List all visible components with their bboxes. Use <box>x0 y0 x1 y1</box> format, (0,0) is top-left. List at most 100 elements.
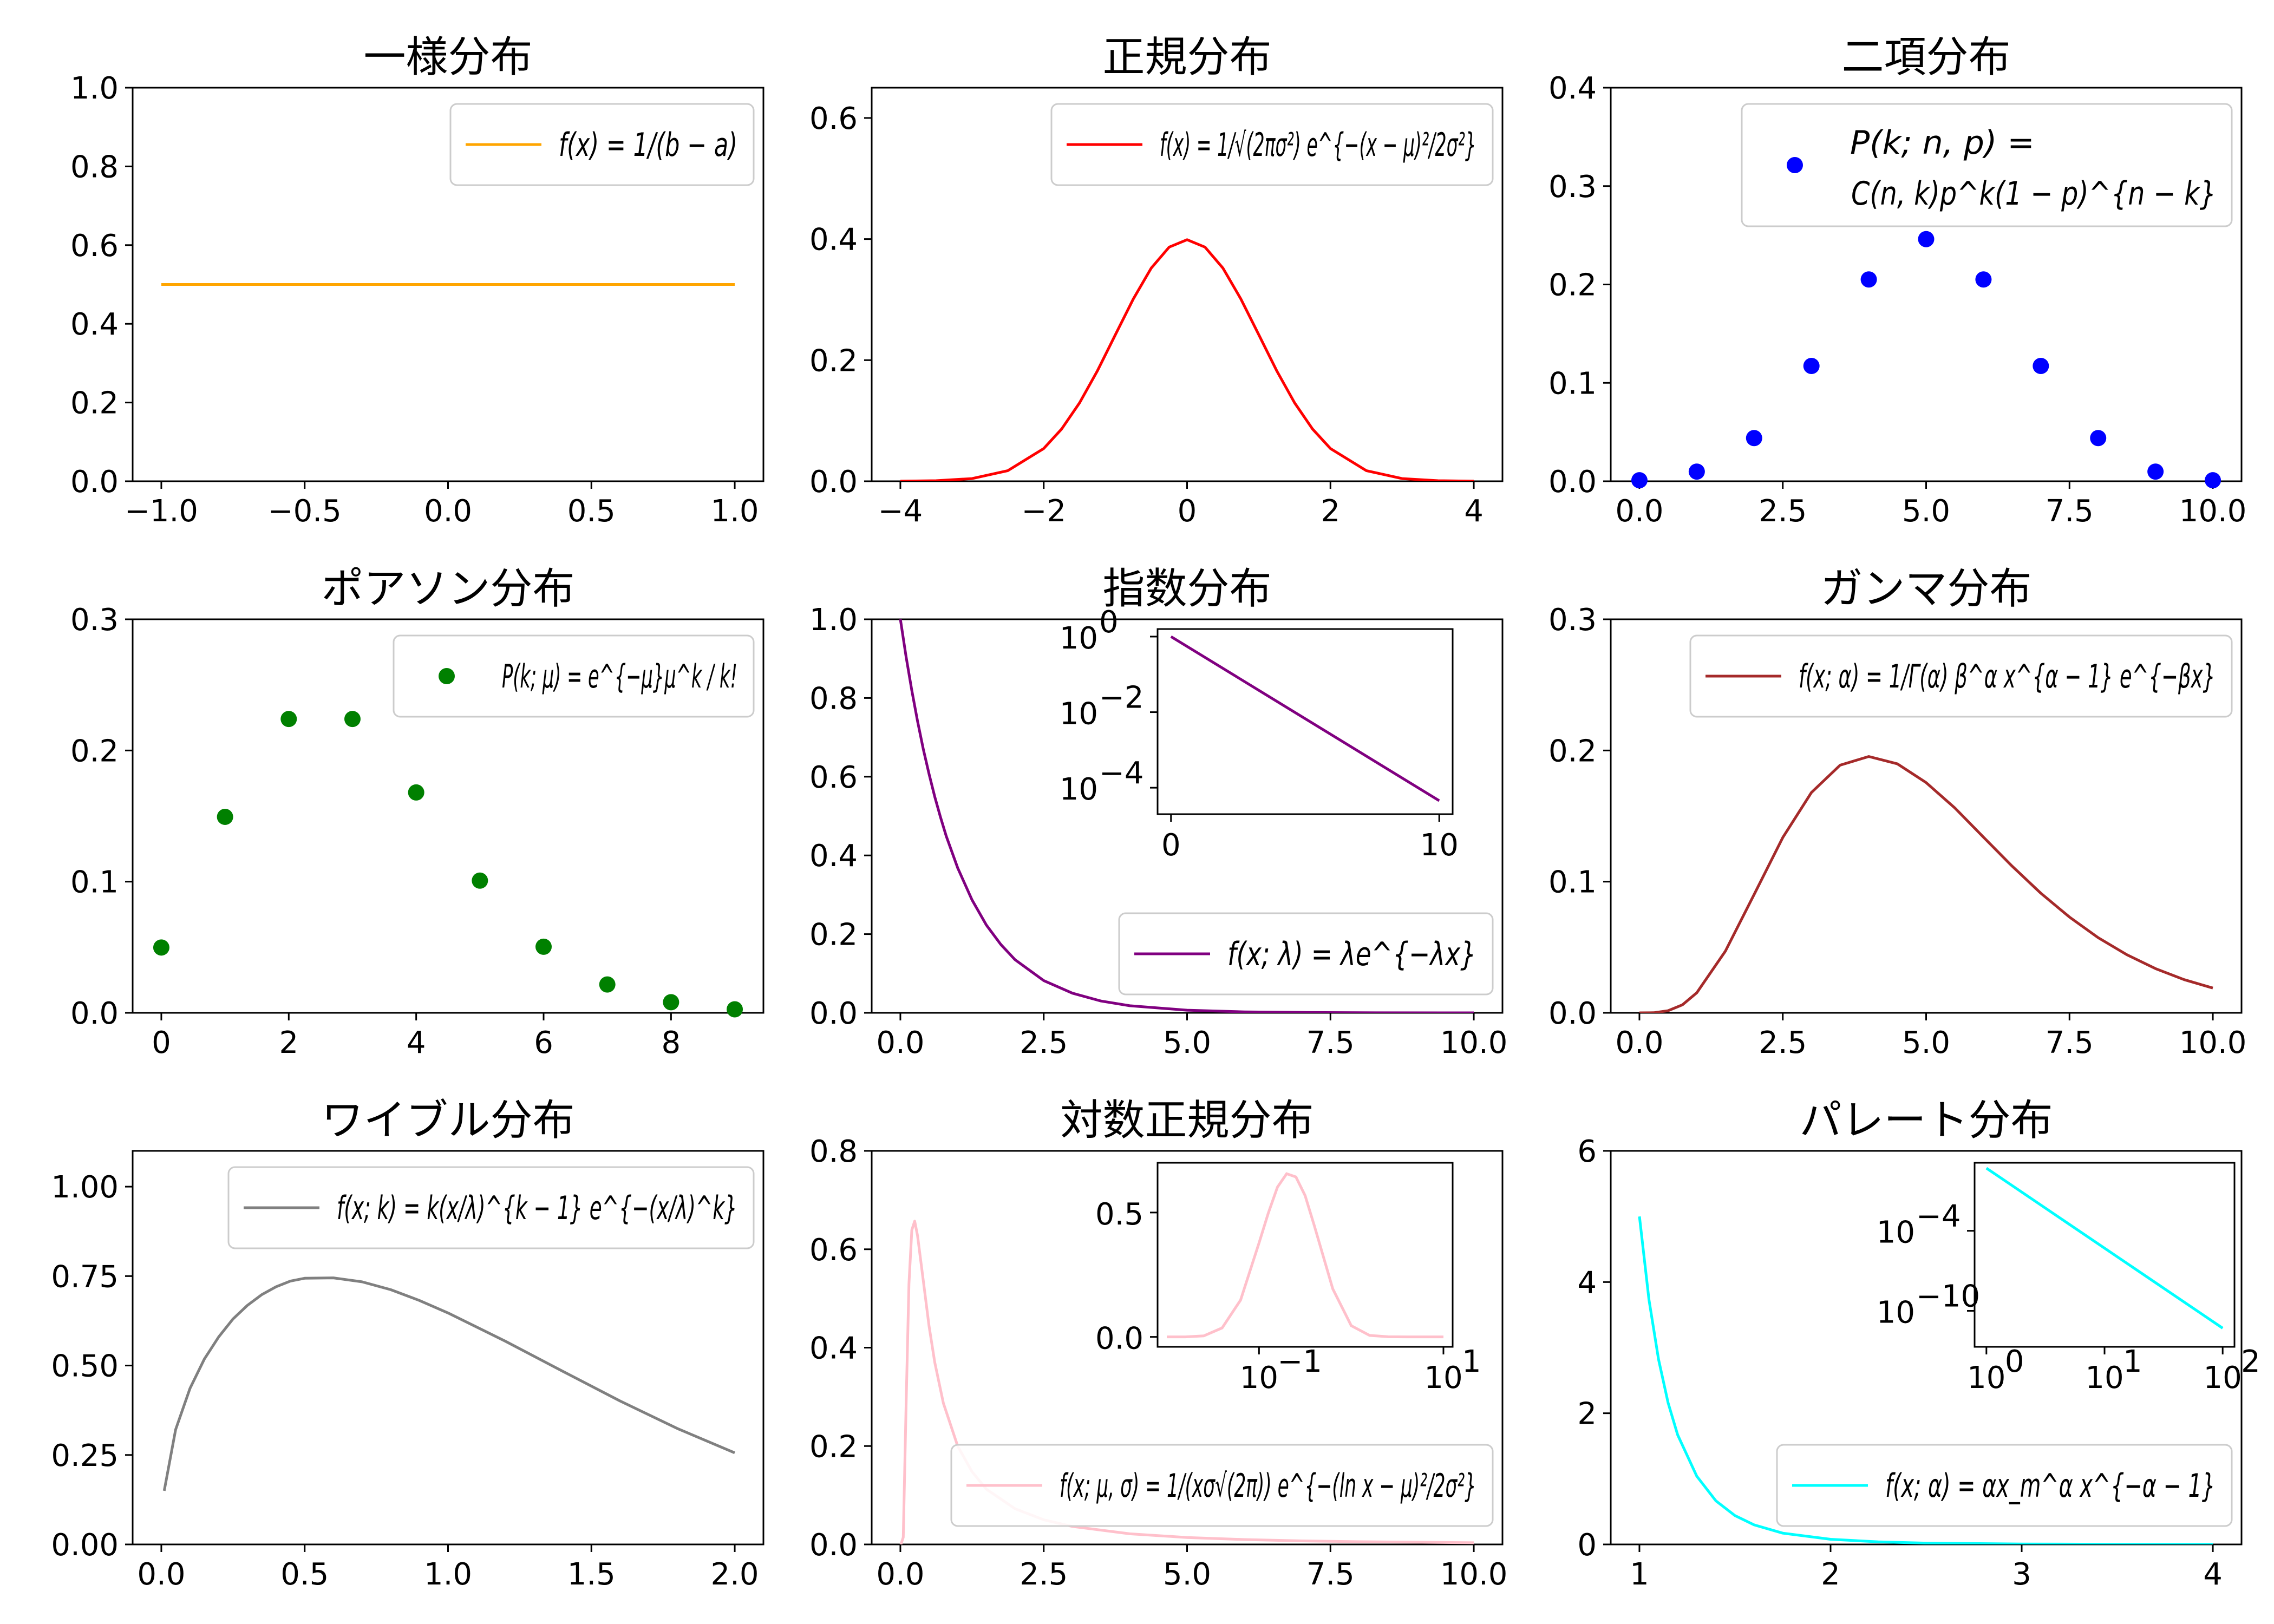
legend-box <box>1118 912 1494 996</box>
legend-box <box>1050 103 1494 186</box>
x-tick-label: 2.5 <box>1759 1025 1807 1060</box>
y-tick-label: 0.0 <box>70 996 119 1031</box>
legend: f(x; μ, σ) = 1/(xσ√(2π)) e^{−(ln x − μ)²… <box>950 1444 1494 1527</box>
chart-title: 対数正規分布 <box>1060 1096 1314 1145</box>
legend-box <box>1689 634 2233 718</box>
chart-title: 正規分布 <box>1102 33 1271 82</box>
inset-x-tick-label: 10 <box>1967 1360 2005 1396</box>
x-tick-label: 0.0 <box>424 494 472 529</box>
chart-title: ワイブル分布 <box>321 1096 574 1145</box>
series-line <box>1639 755 2213 1013</box>
inset-x-tick-label: 10 <box>1240 1360 1278 1396</box>
chart-title: 指数分布 <box>1102 565 1271 613</box>
x-tick-label: 3 <box>2012 1557 2031 1592</box>
legend-label: f(x; α) = 1/Γ(α) β^α x^{α − 1} e^{−βx} <box>1799 658 2216 696</box>
x-tick-label: 0 <box>152 1025 171 1060</box>
legend-box <box>950 1444 1494 1527</box>
legend-box <box>1776 1444 2233 1527</box>
series-line <box>1638 1216 2213 1544</box>
legend-label: f(x) = 1/√(2πσ²) e^{−(x − μ)²/2σ²} <box>1160 126 1476 164</box>
x-tick-label: 0.0 <box>876 1025 924 1060</box>
legend-label: P(k; n, p) = <box>1850 124 2035 162</box>
x-tick-label: 7.5 <box>2046 1025 2094 1060</box>
inset-y-tick-exponent: −2 <box>1099 680 1144 716</box>
y-tick-label: 0.0 <box>70 464 119 500</box>
x-tick-label: 0 <box>1178 494 1197 529</box>
y-tick-label: 0.0 <box>1548 996 1597 1031</box>
inset-x-tick-exponent: −1 <box>1277 1344 1322 1379</box>
inset-y-tick-label: 10 <box>1877 1295 1915 1330</box>
y-tick-label: 1.0 <box>809 603 858 638</box>
x-tick-label: 5.0 <box>1163 1025 1211 1060</box>
y-tick-label: 0.2 <box>1548 734 1597 769</box>
legend: f(x; α) = 1/Γ(α) β^α x^{α − 1} e^{−βx} <box>1689 634 2233 718</box>
legend: f(x) = 1/(b − a) <box>449 103 755 186</box>
chart-title: ガンマ分布 <box>1820 565 2031 613</box>
data-point <box>1746 430 1762 447</box>
y-tick-label: 0.50 <box>51 1349 119 1384</box>
y-tick-label: 0.75 <box>51 1259 119 1294</box>
inset-x-tick-label: 10 <box>2204 1360 2242 1396</box>
inset-x-tick-label: 10 <box>1424 1360 1462 1396</box>
legend-label-line2: C(n, k)p^k(1 − p)^{n − k} <box>1851 175 2217 213</box>
x-tick-label: 2 <box>279 1025 298 1060</box>
x-tick-label: 5.0 <box>1902 494 1950 529</box>
legend-box <box>227 1166 755 1249</box>
inset-y-tick-label: 10 <box>1060 697 1098 732</box>
legend: f(x) = 1/√(2πσ²) e^{−(x − μ)²/2σ²} <box>1050 103 1494 186</box>
y-tick-label: 0.3 <box>1548 169 1597 205</box>
legend: f(x; k) = k(x/λ)^{k − 1} e^{−(x/λ)^k} <box>227 1166 755 1249</box>
y-tick-label: 0.1 <box>70 865 119 900</box>
x-tick-label: 2.5 <box>1020 1025 1068 1060</box>
x-tick-label: 10.0 <box>2179 494 2247 529</box>
x-tick-label: 2.0 <box>711 1557 759 1592</box>
legend-handle <box>439 668 455 684</box>
y-tick-label: 6 <box>1577 1134 1597 1169</box>
legend: P(k; n, p) = C(n, k)p^k(1 − p)^{n − k} <box>1741 103 2233 227</box>
y-tick-label: 0.2 <box>809 343 858 378</box>
y-tick-label: 0.8 <box>809 681 858 716</box>
data-point <box>1631 472 1648 489</box>
y-tick-label: 0.0 <box>809 996 858 1031</box>
x-tick-label: 4 <box>1464 494 1484 529</box>
x-tick-label: 0.0 <box>876 1557 924 1592</box>
y-tick-label: 1.0 <box>70 71 119 106</box>
inset-frame <box>1156 1162 1454 1348</box>
chart-title: 二項分布 <box>1841 33 2010 82</box>
inset-x-tick-label: 10 <box>1420 828 1459 863</box>
inset-series-line <box>1167 1172 1443 1339</box>
subplot-binomial: 二項分布 0.0 2.5 5.0 7.5 10.0 0.0 0.1 0.2 0.3 0.4 P(k; … <box>1548 33 2246 529</box>
y-tick-label: 0.0 <box>809 464 858 500</box>
x-tick-label: 2.5 <box>1020 1557 1068 1592</box>
y-tick-label: 4 <box>1577 1265 1597 1300</box>
y-tick-label: 2 <box>1577 1397 1597 1432</box>
series-line <box>162 1276 735 1491</box>
inset-series-line <box>1985 1167 2224 1330</box>
x-tick-label: 0.0 <box>137 1557 185 1592</box>
x-tick-label: 1 <box>1630 1557 1649 1592</box>
y-tick-label: 0.3 <box>70 603 119 638</box>
y-tick-label: 0.8 <box>809 1134 858 1169</box>
inset-y-tick-exponent: −10 <box>1916 1279 1980 1314</box>
x-tick-label: 5.0 <box>1163 1557 1211 1592</box>
axes-frame <box>132 618 764 1014</box>
inset-y-tick-exponent: −4 <box>1099 756 1144 791</box>
y-tick-label: 0.0 <box>1548 464 1597 500</box>
legend-label: f(x; α) = αx_m^α x^{−α − 1} <box>1885 1467 2216 1505</box>
series-line <box>900 238 1474 481</box>
inset-y-tick-label: 10 <box>1877 1215 1915 1250</box>
inset-y-tick-exponent: 0 <box>1099 605 1119 640</box>
subplot-gamma: ガンマ分布 0.0 2.5 5.0 7.5 10.0 0.0 0.1 0.2 0.3 f(x; α)… <box>1548 565 2246 1060</box>
data-point <box>153 939 169 956</box>
legend-label: P(k; μ) = e^{−μ}μ^k / k! <box>502 658 737 696</box>
data-point <box>1918 231 1935 247</box>
data-point <box>1803 357 1820 374</box>
y-tick-label: 0.2 <box>1548 268 1597 303</box>
data-point <box>280 711 297 728</box>
y-tick-label: 1.00 <box>51 1170 119 1205</box>
inset-x-tick-exponent: 1 <box>2123 1344 2142 1379</box>
data-point <box>535 938 552 955</box>
y-tick-label: 0.00 <box>51 1528 119 1563</box>
